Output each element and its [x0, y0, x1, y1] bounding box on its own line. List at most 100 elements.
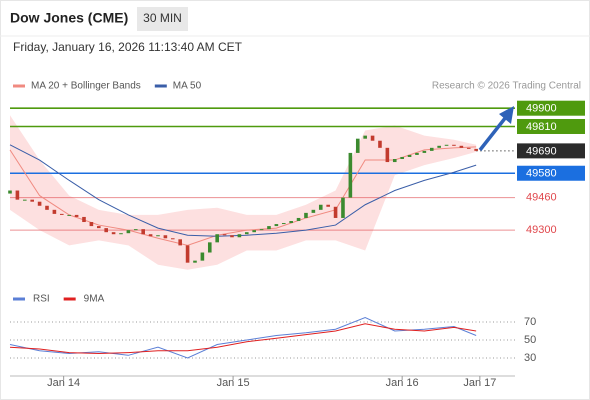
candle — [363, 135, 367, 139]
candle — [252, 230, 256, 233]
candle — [385, 147, 390, 163]
candle — [222, 234, 227, 236]
x-tick-label: Jan 15 — [217, 377, 250, 389]
candle — [304, 212, 308, 218]
candle — [67, 214, 71, 216]
level-label: 49580 — [526, 168, 557, 180]
candle — [415, 152, 419, 155]
candle — [355, 138, 360, 153]
candle — [185, 245, 190, 263]
timeframe: 30 MIN — [143, 11, 182, 25]
candle — [400, 156, 404, 160]
level-box — [517, 118, 585, 134]
candle — [378, 140, 382, 148]
level-label: 49900 — [526, 103, 557, 115]
candle — [326, 204, 330, 207]
candle — [82, 216, 86, 223]
price-panel: MA 20 + Bollinger Bands MA 50 49900 49810 49… — [8, 81, 585, 270]
level-box — [517, 143, 585, 159]
moving-average — [9, 146, 477, 246]
candle — [274, 224, 279, 227]
legend-label: 9MA — [84, 294, 105, 305]
candle — [59, 213, 64, 215]
candle — [318, 204, 323, 210]
candle — [466, 147, 471, 149]
candle — [119, 233, 123, 235]
candle — [22, 199, 27, 201]
level-box — [517, 165, 585, 181]
level-box — [517, 100, 585, 116]
candle — [289, 221, 293, 224]
candle — [45, 205, 49, 210]
y-tick-label: 50 — [524, 334, 536, 346]
candle — [200, 252, 205, 261]
level-label: 49460 — [526, 192, 557, 204]
candle — [348, 152, 353, 198]
x-tick-label: Jan 14 — [47, 377, 80, 389]
candle — [311, 209, 316, 213]
candle — [207, 242, 212, 253]
candle — [474, 148, 478, 151]
candle — [126, 230, 131, 234]
candle — [296, 217, 301, 222]
candle — [244, 232, 249, 235]
candle — [52, 209, 57, 214]
candle — [74, 214, 79, 217]
candle — [407, 154, 412, 157]
candle — [437, 145, 441, 148]
candle — [163, 235, 168, 239]
candle — [141, 229, 145, 235]
candle — [111, 232, 116, 235]
candle — [267, 226, 271, 230]
series-line — [9, 316, 477, 359]
level-label: 49300 — [526, 224, 557, 236]
candle — [452, 144, 456, 146]
legend-label: MA 20 + Bollinger Bands — [31, 81, 141, 92]
rsi-panel: RSI 9MA 30 50 70 Jan 14 Jan 15 Jan 16 Jan 17 — [9, 294, 536, 389]
candle — [133, 229, 138, 231]
candle — [15, 190, 20, 200]
series-line — [9, 323, 477, 355]
forecast-arrow — [478, 115, 508, 152]
candle — [429, 147, 434, 151]
candle — [237, 234, 242, 238]
level-label: 49690 — [526, 145, 557, 157]
level-label: 49810 — [526, 121, 557, 133]
x-tick-label: Jan 16 — [386, 377, 419, 389]
moving-average — [9, 144, 477, 237]
bollinger-band — [10, 115, 477, 270]
candle — [333, 206, 338, 218]
candle — [178, 239, 182, 246]
candle — [156, 235, 160, 237]
candle — [230, 235, 234, 238]
forecast-arrow-head — [499, 106, 514, 124]
legend-label: MA 50 — [173, 81, 202, 92]
candle — [281, 223, 286, 225]
candle — [89, 222, 94, 227]
y-tick-label: 30 — [524, 352, 536, 364]
candle — [215, 234, 219, 243]
candle — [341, 197, 345, 218]
subtitle: Friday, January 16, 2026 11:13:40 AM CET — [13, 40, 243, 54]
candle — [148, 234, 153, 237]
candle — [104, 228, 108, 233]
candle — [422, 150, 427, 153]
candle — [259, 229, 264, 231]
candle — [392, 159, 397, 163]
y-tick-label: 70 — [524, 316, 536, 328]
x-tick-label: Jan 17 — [463, 377, 496, 389]
candle — [8, 190, 12, 194]
candle — [170, 238, 175, 240]
candle — [96, 226, 101, 229]
candle — [444, 144, 449, 146]
legend-label: RSI — [33, 294, 50, 305]
candle — [370, 135, 375, 141]
candle — [459, 145, 464, 148]
candle — [30, 199, 34, 202]
title: Dow Jones (CME) — [10, 10, 128, 26]
candle — [193, 260, 197, 263]
credit: Research © 2026 Trading Central — [432, 81, 581, 92]
